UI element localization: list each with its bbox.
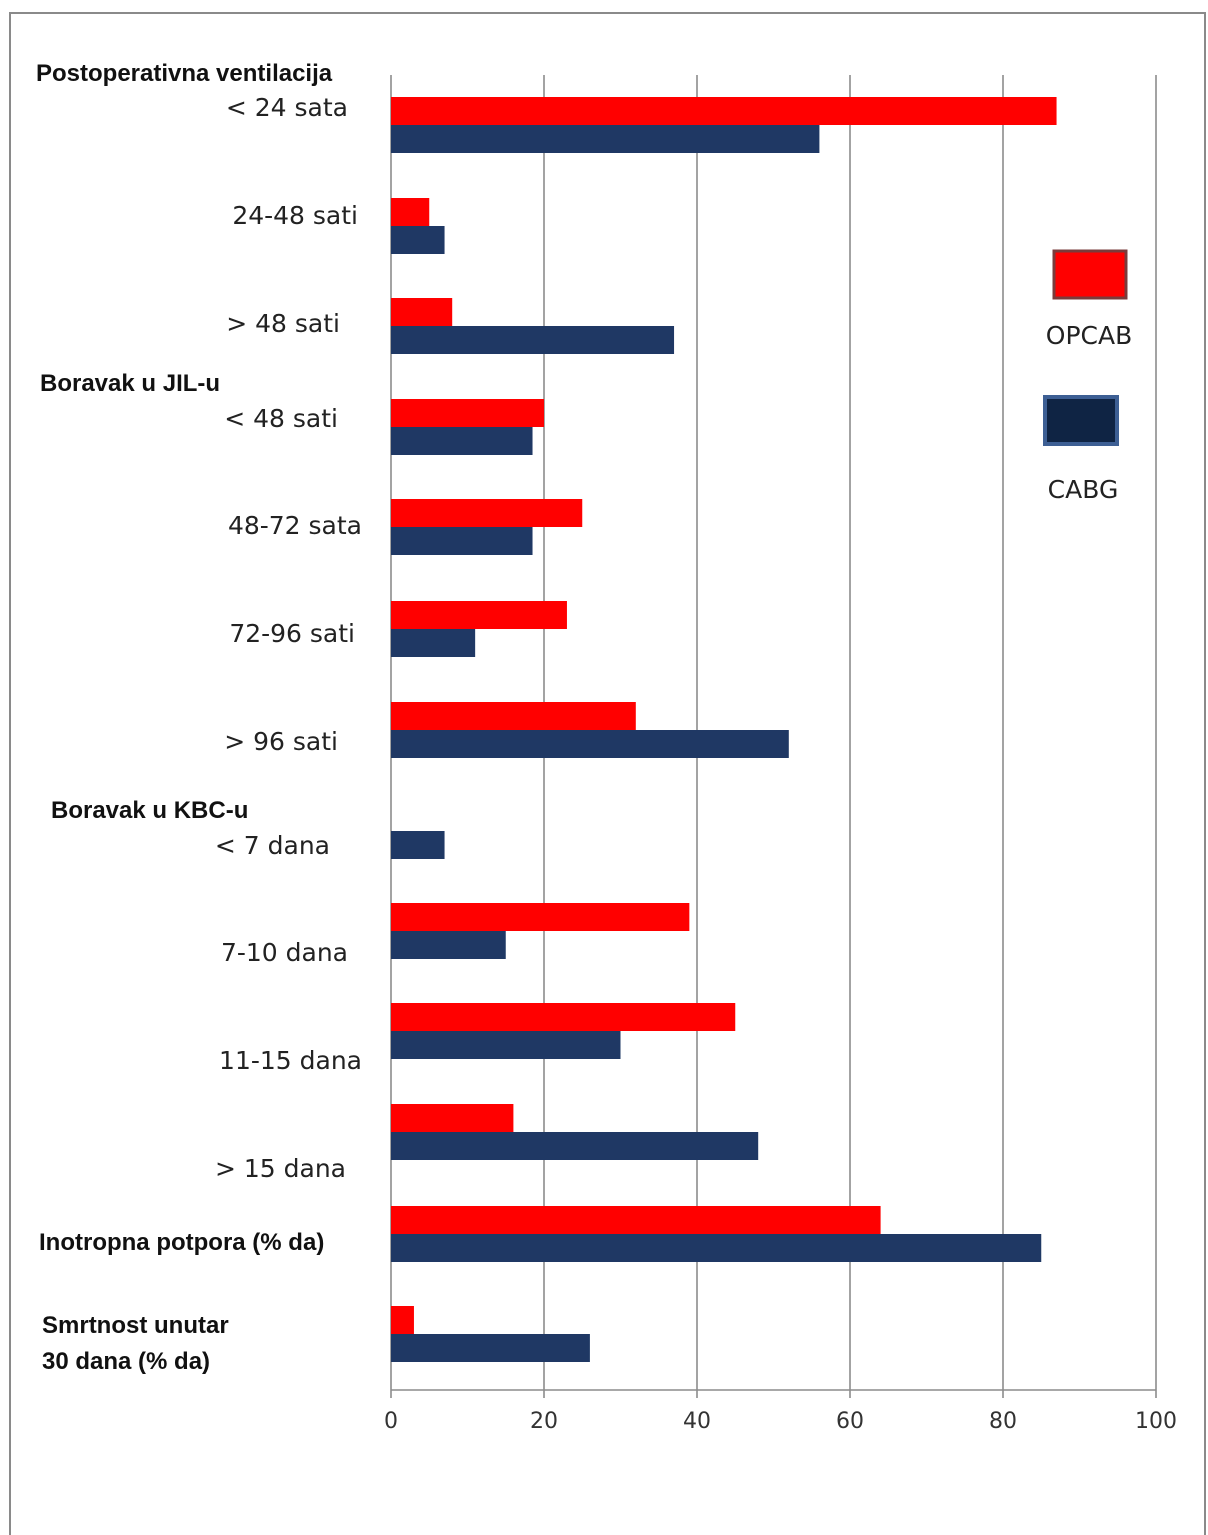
legend-swatch-opcab [1052,249,1128,300]
x-tick-label-40: 40 [683,1409,711,1434]
group-title-4-1: 30 dana (% da) [42,1348,210,1375]
category-label-72-96-sati: 72-96 sati [229,619,355,648]
group-title-4-0: Smrtnost unutar [42,1312,229,1339]
x-tick-label-20: 20 [530,1409,558,1434]
bar-opcab-4-0 [391,1306,414,1334]
bar-opcab-0-1 [391,198,430,226]
bar-cabg-1-3 [391,730,789,758]
bar-opcab-2-2 [391,1003,736,1031]
bar-opcab-1-0 [391,399,544,427]
bar-opcab-1-3 [391,702,636,730]
category-labels: Postoperativna ventilacija < 24 sata 24-48… [36,60,362,1375]
bar-cabg-1-1 [391,527,533,555]
bar-opcab-0-2 [391,298,453,326]
bar-cabg-1-2 [391,629,476,657]
legend-swatch-cabg [1043,395,1119,446]
category-label-11-15-dana: 11-15 dana [219,1046,362,1075]
group-title-0-0: Postoperativna ventilacija [36,60,333,87]
legend: OPCAB CABG [1043,249,1132,504]
bar-cabg-0-0 [391,125,820,153]
bar-cabg-0-1 [391,226,445,254]
group-title-3-0: Inotropna potpora (% da) [39,1229,324,1256]
x-tick-label-80: 80 [989,1409,1017,1434]
chart-border [9,12,1206,1535]
x-tick-label-0: 0 [384,1409,398,1434]
bar-opcab-1-1 [391,499,583,527]
category-label-24-sata: < 24 sata [226,93,348,122]
category-label-15-dana: > 15 dana [215,1154,346,1183]
bar-opcab-0-0 [391,97,1057,125]
x-tick-label-60: 60 [836,1409,864,1434]
legend-label-cabg: CABG [1048,475,1119,504]
bar-cabg-2-0 [391,831,445,859]
bar-cabg-2-2 [391,1031,621,1059]
bar-cabg-1-0 [391,427,533,455]
bar-opcab-2-3 [391,1104,514,1132]
x-axis: 0 20 40 60 80 100 [384,1389,1177,1434]
bar-cabg-2-1 [391,931,506,959]
category-label-7-dana: < 7 dana [215,831,330,860]
bars [391,97,1057,1362]
bar-cabg-3-0 [391,1234,1042,1262]
bar-cabg-0-2 [391,326,675,354]
bar-cabg-4-0 [391,1334,590,1362]
category-label-48-sati: < 48 sati [224,404,338,433]
bar-cabg-2-3 [391,1132,759,1160]
group-title-2-0: Boravak u KBC-u [51,797,248,824]
bar-opcab-1-2 [391,601,567,629]
bar-opcab-3-0 [391,1206,881,1234]
x-tick-label-100: 100 [1135,1409,1177,1434]
category-label-48-72-sata: 48-72 sata [228,511,362,540]
category-label-96-sati: > 96 sati [224,727,338,756]
category-label-7-10-dana: 7-10 dana [221,938,348,967]
legend-label-opcab: OPCAB [1046,321,1132,350]
category-label-24-48-sati: 24-48 sati [232,201,358,230]
bar-opcab-2-1 [391,903,690,931]
group-title-1-0: Boravak u JIL-u [40,370,220,397]
category-label-48-sati: > 48 sati [226,309,340,338]
